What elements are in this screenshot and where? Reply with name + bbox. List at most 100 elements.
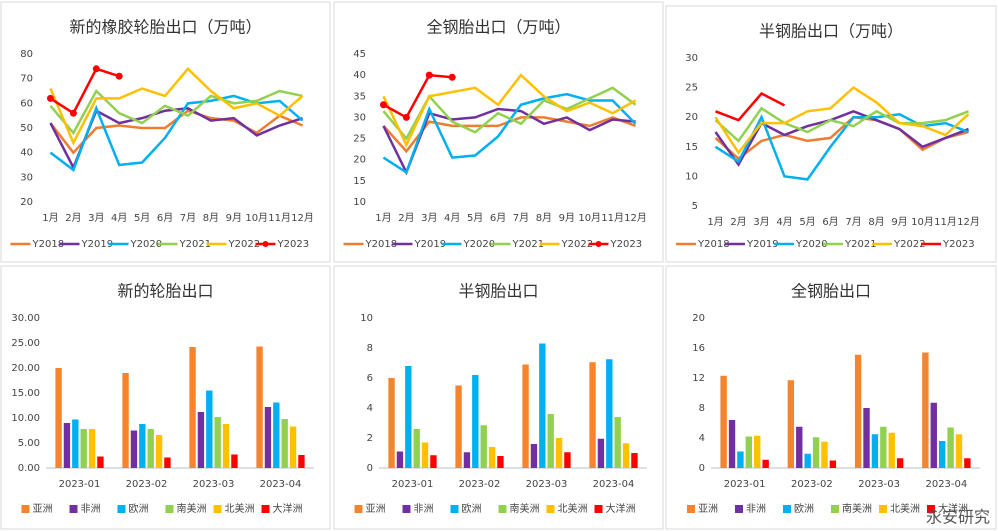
y-tick-label: 4	[367, 403, 373, 414]
chart-panel: 全钢胎出口 0 4 8 12 16 20 2023-01 2023-02 2023-03 2023-…	[665, 265, 997, 530]
y-tick-label: 4	[699, 433, 705, 444]
x-tick-label: 2月	[65, 212, 81, 224]
chart-title: 半钢胎出口（万吨）	[759, 22, 903, 41]
chart-panel: 新的轮胎出口 0.00 5.00 10.00 15.00 20.00 25.00 30.00 2…	[0, 265, 331, 530]
y-tick-label: 30	[685, 53, 698, 64]
bar	[80, 429, 87, 468]
legend-label: 大洋洲	[606, 502, 636, 515]
x-tick-label: 1月	[42, 212, 58, 224]
x-tick-label: 11月	[601, 212, 624, 224]
y-tick-label: 10	[360, 313, 373, 324]
x-tick-label: 5月	[799, 216, 815, 228]
bar	[762, 459, 769, 468]
y-tick-label: 20.00	[11, 363, 40, 374]
bar	[812, 437, 820, 468]
x-tick-label: 9月	[226, 212, 242, 224]
bar	[264, 407, 272, 468]
x-tick-label: 2023-01	[59, 479, 101, 490]
line-series	[49, 67, 120, 115]
bar	[97, 456, 104, 468]
legend-swatch	[735, 505, 743, 513]
y-tick-label: 35	[353, 91, 366, 102]
legend-swatch	[546, 505, 555, 513]
bar	[555, 438, 563, 468]
x-tick-label: 3月	[88, 212, 104, 224]
y-tick-label: 20	[353, 155, 366, 166]
legend-label: Y2023	[610, 239, 643, 250]
bar	[289, 426, 297, 468]
bar	[930, 402, 937, 468]
legend-label: 南美洲	[177, 502, 207, 515]
bar	[63, 423, 71, 468]
bar	[55, 368, 62, 468]
legend-label: 南美洲	[510, 502, 540, 515]
x-tick-label: 2月	[730, 216, 746, 228]
legend-label: Y2021	[512, 239, 545, 250]
x-tick-label: 1月	[375, 212, 391, 224]
line-series	[715, 91, 786, 122]
line-series	[382, 92, 637, 175]
x-tick-label: 2月	[398, 212, 414, 224]
x-tick-label: 3月	[753, 216, 769, 228]
bar	[472, 375, 479, 468]
bar	[488, 447, 496, 468]
bar	[880, 426, 887, 468]
line-marker	[69, 109, 77, 117]
x-tick-label: 8月	[536, 212, 552, 224]
legend-label: Y2020	[130, 239, 163, 250]
bar	[214, 417, 221, 468]
legend-label: Y2018	[365, 239, 398, 250]
chart-title: 全钢胎出口	[791, 282, 871, 301]
bar	[189, 347, 196, 468]
y-tick-label: 5.00	[18, 438, 40, 449]
bar	[130, 430, 138, 468]
chart-panel: 半钢胎出口（万吨） 5 10 15 20 25 30 1月 2月 3月 4月 5月 6月 7月 8月 9月 10…	[665, 5, 997, 263]
bar	[256, 346, 263, 468]
y-tick-label: 60	[20, 98, 33, 109]
legend-swatch	[354, 505, 363, 513]
line-marker	[379, 101, 387, 109]
line-marker	[448, 73, 456, 81]
legend-label: Y2022	[561, 239, 594, 250]
bar	[122, 373, 129, 468]
bar	[871, 434, 879, 468]
x-tick-label: 2023-01	[392, 479, 434, 490]
line-series	[382, 73, 453, 120]
legend-swatch	[879, 505, 887, 513]
bar	[597, 438, 605, 468]
y-tick-label: 40	[353, 70, 366, 81]
legend-label: 亚洲	[698, 503, 718, 515]
x-tick-label: 6月	[157, 212, 173, 224]
x-tick-label: 3月	[421, 212, 437, 224]
y-tick-label: 30.00	[11, 313, 40, 324]
bar	[547, 414, 554, 468]
x-tick-label: 10月	[911, 216, 934, 228]
legend-swatch	[450, 505, 459, 513]
legend-label: 北美洲	[890, 502, 920, 515]
bar	[796, 426, 803, 468]
y-tick-label: 80	[20, 49, 33, 60]
legend-swatch	[927, 505, 935, 513]
bar	[480, 425, 487, 468]
y-tick-label: 0	[367, 463, 373, 474]
x-tick-label: 2023-02	[126, 479, 168, 490]
x-tick-label: 5月	[134, 212, 150, 224]
y-tick-label: 15.00	[11, 388, 40, 399]
y-tick-label: 5	[692, 201, 698, 212]
legend-label: Y2020	[463, 239, 496, 250]
bar	[155, 435, 163, 468]
legend-label: 非洲	[746, 503, 766, 515]
x-tick-label: 6月	[490, 212, 506, 224]
legend-label: 大洋洲	[938, 502, 968, 515]
line-marker	[402, 113, 410, 121]
bar	[955, 434, 963, 468]
y-tick-label: 40	[20, 148, 33, 159]
legend-label: Y2018	[32, 239, 65, 250]
bar	[206, 390, 213, 468]
bar	[421, 442, 429, 468]
legend-swatch	[165, 505, 174, 513]
legend-label: Y2019	[414, 239, 447, 250]
legend-label: Y2021	[179, 239, 212, 250]
bar	[413, 429, 420, 468]
bar	[804, 453, 811, 468]
